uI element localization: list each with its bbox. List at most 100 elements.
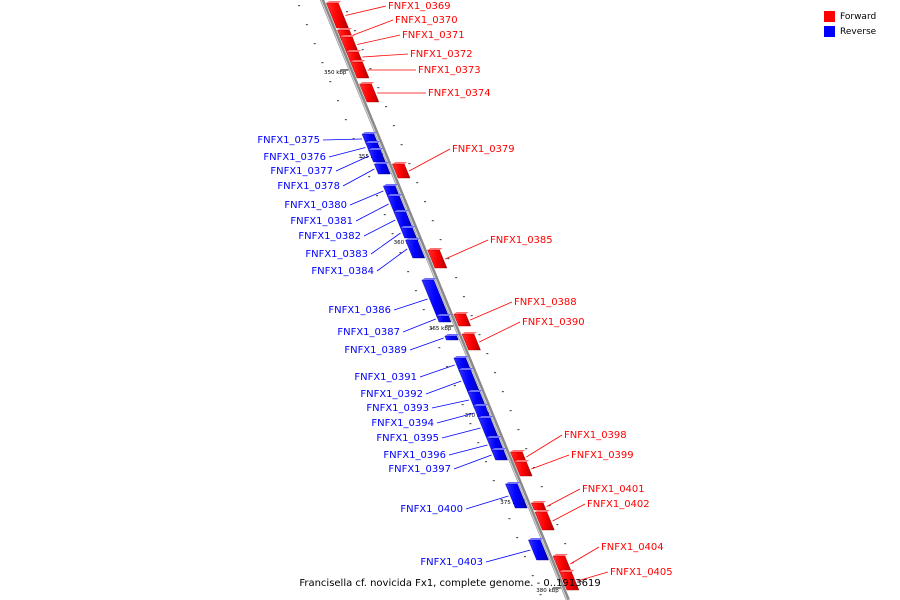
guide-dot <box>361 49 364 51</box>
gene-top <box>421 278 437 280</box>
gene-fnfx1-0371[interactable]: FNFX1_0371 <box>339 30 465 53</box>
gene-fnfx1-0387[interactable]: FNFX1_0387 <box>337 314 452 338</box>
gene-fnfx1-0398[interactable]: FNFX1_0398 <box>510 430 627 463</box>
gene-top <box>559 570 575 572</box>
gene-label: FNFX1_0383 <box>305 249 368 260</box>
guide-dot <box>353 30 356 32</box>
guide-dot <box>423 201 426 203</box>
genome-backbone <box>319 0 570 600</box>
gene-top <box>453 356 469 358</box>
leader-line <box>448 444 488 456</box>
gene-fnfx1-0400[interactable]: FNFX1_0400 <box>400 482 528 515</box>
leader-line <box>570 546 600 565</box>
guide-dot <box>517 429 520 431</box>
guide-dot <box>501 391 504 393</box>
scale-label: 355 kbp <box>358 154 381 160</box>
guide-dot <box>344 119 347 121</box>
gene-fnfx1-0372[interactable]: FNFX1_0372 <box>346 49 473 63</box>
gene-label: FNFX1_0404 <box>601 542 664 553</box>
gene-fnfx1-0397[interactable]: FNFX1_0397 <box>388 448 508 475</box>
gene-fnfx1-0373[interactable]: FNFX1_0373 <box>350 60 481 79</box>
gene-fnfx1-0379[interactable]: FNFX1_0379 <box>391 144 515 179</box>
gene-label: FNFX1_0378 <box>277 181 340 192</box>
guide-dot <box>329 81 332 83</box>
gene-fnfx1-0374[interactable]: FNFX1_0374 <box>359 82 491 103</box>
guide-dot <box>392 125 395 127</box>
leader-line <box>419 364 455 378</box>
gene-fnfx1-0396[interactable]: FNFX1_0396 <box>383 436 505 461</box>
gene-top <box>365 141 381 143</box>
gene-fnfx1-0388[interactable]: FNFX1_0388 <box>453 297 577 327</box>
gene-fnfx1-0382[interactable]: FNFX1_0382 <box>298 210 413 242</box>
gene-label: FNFX1_0389 <box>344 345 407 356</box>
guide-dot <box>478 334 481 336</box>
gene-fnfx1-0383[interactable]: FNFX1_0383 <box>305 226 417 260</box>
gene-fnfx1-0405[interactable]: FNFX1_0405 <box>559 567 673 591</box>
gene-fnfx1-0402[interactable]: FNFX1_0402 <box>534 499 650 531</box>
gene-top <box>374 162 390 164</box>
leader-line <box>546 488 581 507</box>
guide-dot <box>516 537 519 539</box>
gene-label: FNFX1_0370 <box>395 15 458 26</box>
gene-top <box>444 334 460 336</box>
guide-dot <box>400 144 403 146</box>
gene-fnfx1-0391[interactable]: FNFX1_0391 <box>354 356 472 383</box>
guide-dot <box>368 176 371 178</box>
gene-top <box>514 460 530 462</box>
guide-dot <box>523 556 526 558</box>
gene-top <box>478 416 494 418</box>
guide-dot <box>492 480 495 482</box>
guide-dot <box>531 575 534 577</box>
gene-fnfx1-0377[interactable]: FNFX1_0377 <box>270 148 386 177</box>
legend-label-forward: Forward <box>840 11 877 22</box>
gene-fnfx1-0390[interactable]: FNFX1_0390 <box>461 317 585 351</box>
gene-fnfx1-0395[interactable]: FNFX1_0395 <box>376 416 499 444</box>
leader-line <box>436 412 475 424</box>
guide-dot <box>399 252 402 254</box>
gene-fnfx1-0403[interactable]: FNFX1_0403 <box>420 538 549 568</box>
legend: Forward Reverse <box>824 9 884 39</box>
gene-fnfx1-0385[interactable]: FNFX1_0385 <box>427 235 553 269</box>
gene-label: FNFX1_0398 <box>564 430 627 441</box>
leader-line <box>376 248 408 272</box>
guide-dot <box>462 296 465 298</box>
gene-top <box>552 554 568 556</box>
leader-line <box>552 503 586 522</box>
guide-dot <box>525 448 528 450</box>
gene-features: FNFX1_0369 FNFX1_0370 FNFX1_0371 FNFX1_0372… <box>257 1 673 591</box>
guide-dot <box>352 138 355 140</box>
leader-line <box>526 434 563 458</box>
gene-fnfx1-0380[interactable]: FNFX1_0380 <box>284 184 400 211</box>
gene-label: FNFX1_0390 <box>522 317 585 328</box>
gene-fnfx1-0389[interactable]: FNFX1_0389 <box>344 334 460 356</box>
gene-top <box>326 1 342 3</box>
gene-label: FNFX1_0385 <box>490 235 553 246</box>
gene-label: FNFX1_0402 <box>587 499 650 510</box>
scale-label: 350 kbp <box>324 70 347 76</box>
gene-top <box>427 248 443 250</box>
gene-fnfx1-0369[interactable]: FNFX1_0369 <box>325 1 451 29</box>
scale-label: 360 kbp <box>394 240 417 246</box>
guide-dot <box>439 239 442 241</box>
guide-dot <box>438 347 441 349</box>
legend-item-reverse: Reverse <box>824 24 884 39</box>
guide-dot <box>509 410 512 412</box>
gene-top <box>531 501 547 503</box>
guide-dot <box>422 309 425 311</box>
leader-line <box>363 219 396 237</box>
gene-fnfx1-0399[interactable]: FNFX1_0399 <box>514 450 634 477</box>
gene-fnfx1-0401[interactable]: FNFX1_0401 <box>530 484 645 511</box>
gene-label: FNFX1_0395 <box>376 433 439 444</box>
gene-fnfx1-0375[interactable]: FNFX1_0375 <box>257 132 379 146</box>
leader-line <box>431 399 470 409</box>
guide-dot <box>556 524 559 526</box>
gene-fnfx1-0386[interactable]: FNFX1_0386 <box>328 278 450 319</box>
leader-line <box>328 147 366 158</box>
gene-fnfx1-0378[interactable]: FNFX1_0378 <box>277 162 391 192</box>
gene-label: FNFX1_0381 <box>290 216 353 227</box>
gene-top <box>393 210 409 212</box>
gene-label: FNFX1_0405 <box>610 567 673 578</box>
gene-fnfx1-0384[interactable]: FNFX1_0384 <box>311 238 426 277</box>
gene-label: FNFX1_0386 <box>328 305 391 316</box>
gene-top <box>383 184 399 186</box>
